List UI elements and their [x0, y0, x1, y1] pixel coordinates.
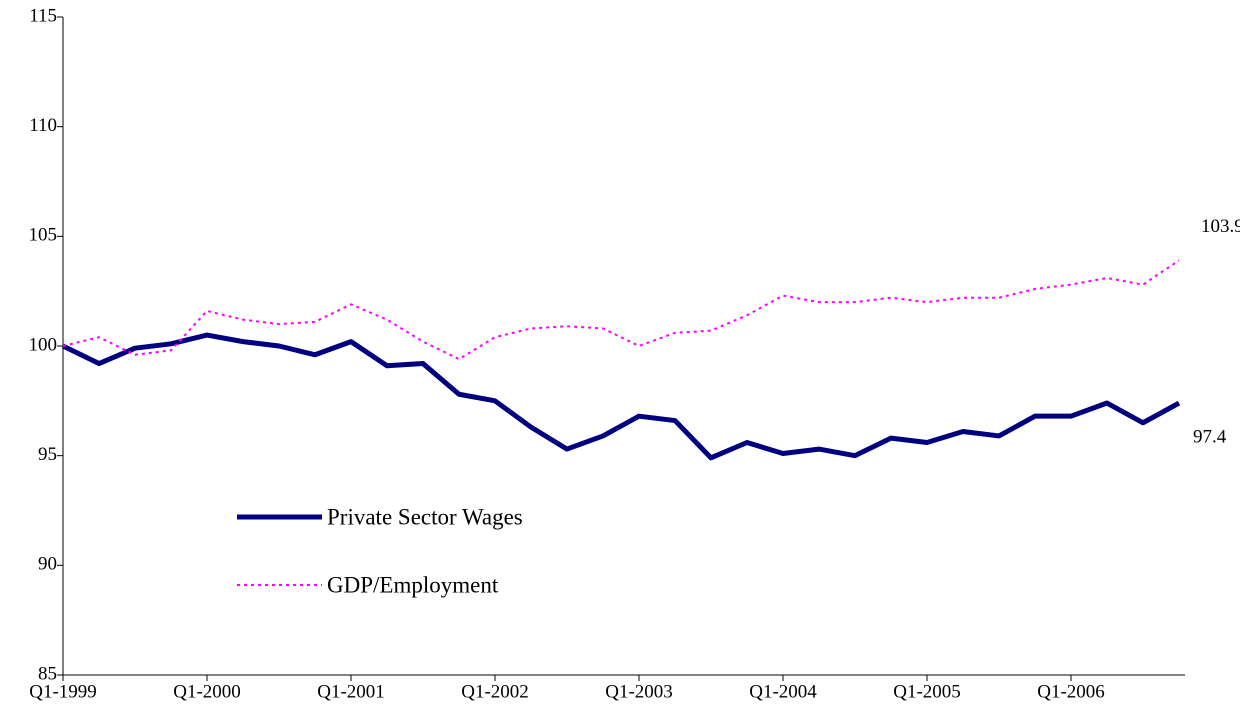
- x-tick-label: Q1-2006: [1037, 681, 1105, 702]
- series-line: [62, 259, 1180, 361]
- x-tick-label: Q1-2000: [173, 681, 241, 702]
- end-label: 97.4: [1193, 426, 1227, 447]
- x-tick-label: Q1-2004: [749, 681, 817, 702]
- series-line: [61, 332, 1181, 461]
- y-tick-label: 115: [29, 5, 57, 26]
- x-tick-label: Q1-2003: [605, 681, 673, 702]
- y-tick-label: 95: [38, 444, 57, 465]
- y-tick-label: 100: [29, 334, 58, 355]
- y-tick-label: 90: [38, 554, 57, 575]
- legend-label: Private Sector Wages: [327, 504, 523, 529]
- y-tick-label: 105: [29, 225, 58, 246]
- x-tick-label: Q1-1999: [29, 681, 97, 702]
- x-tick-label: Q1-2001: [317, 681, 385, 702]
- legend-label: GDP/Employment: [327, 572, 499, 597]
- end-label: 103.9: [1201, 216, 1240, 237]
- x-tick-label: Q1-2002: [461, 681, 529, 702]
- x-tick-label: Q1-2005: [893, 681, 961, 702]
- y-tick-label: 110: [29, 115, 57, 136]
- y-tick-label: 85: [38, 663, 57, 684]
